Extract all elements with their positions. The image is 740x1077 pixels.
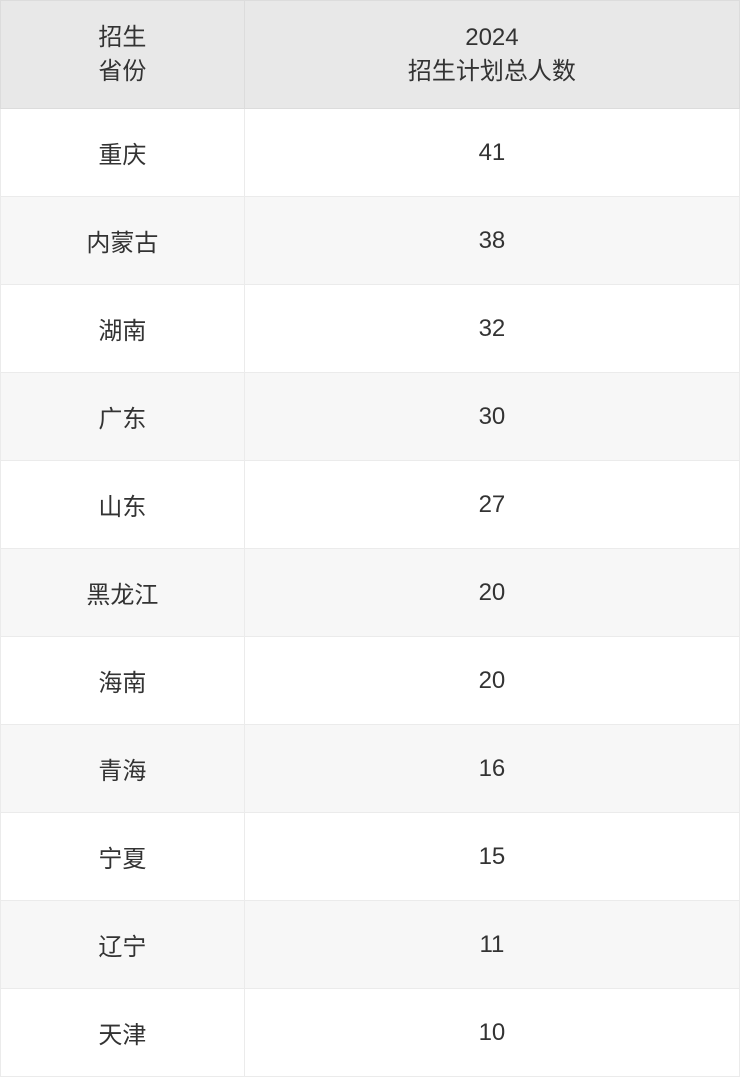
cell-province: 天津: [1, 989, 245, 1077]
cell-count: 38: [244, 197, 739, 285]
table-row: 宁夏 15: [1, 813, 740, 901]
cell-province: 青海: [1, 725, 245, 813]
cell-province: 海南: [1, 637, 245, 725]
column-header-count: 2024 招生计划总人数: [244, 1, 739, 109]
cell-count: 10: [244, 989, 739, 1077]
cell-province: 宁夏: [1, 813, 245, 901]
cell-count: 20: [244, 637, 739, 725]
header-province-line1: 招生: [98, 24, 146, 51]
table-row: 重庆 41: [1, 109, 740, 197]
cell-count: 41: [244, 109, 739, 197]
cell-province: 辽宁: [1, 901, 245, 989]
table-row: 青海 16: [1, 725, 740, 813]
header-count-line1: 2024: [465, 24, 518, 51]
enrollment-table: 招生 省份 2024 招生计划总人数 重庆 41 内蒙古 38 湖南 32 广东…: [0, 0, 740, 1077]
table-row: 黑龙江 20: [1, 549, 740, 637]
header-province-line2: 省份: [98, 58, 146, 85]
cell-province: 黑龙江: [1, 549, 245, 637]
table-body: 重庆 41 内蒙古 38 湖南 32 广东 30 山东 27 黑龙江 20 海南…: [1, 109, 740, 1077]
table-row: 天津 10: [1, 989, 740, 1077]
table-row: 内蒙古 38: [1, 197, 740, 285]
cell-province: 广东: [1, 373, 245, 461]
header-count-line2: 招生计划总人数: [408, 58, 576, 85]
table-row: 山东 27: [1, 461, 740, 549]
cell-count: 32: [244, 285, 739, 373]
cell-count: 11: [244, 901, 739, 989]
column-header-province: 招生 省份: [1, 1, 245, 109]
cell-province: 湖南: [1, 285, 245, 373]
cell-province: 山东: [1, 461, 245, 549]
cell-count: 20: [244, 549, 739, 637]
cell-province: 重庆: [1, 109, 245, 197]
cell-count: 15: [244, 813, 739, 901]
cell-count: 27: [244, 461, 739, 549]
table-row: 海南 20: [1, 637, 740, 725]
cell-count: 16: [244, 725, 739, 813]
table-header-row: 招生 省份 2024 招生计划总人数: [1, 1, 740, 109]
table-row: 广东 30: [1, 373, 740, 461]
table-row: 辽宁 11: [1, 901, 740, 989]
cell-province: 内蒙古: [1, 197, 245, 285]
cell-count: 30: [244, 373, 739, 461]
table-row: 湖南 32: [1, 285, 740, 373]
